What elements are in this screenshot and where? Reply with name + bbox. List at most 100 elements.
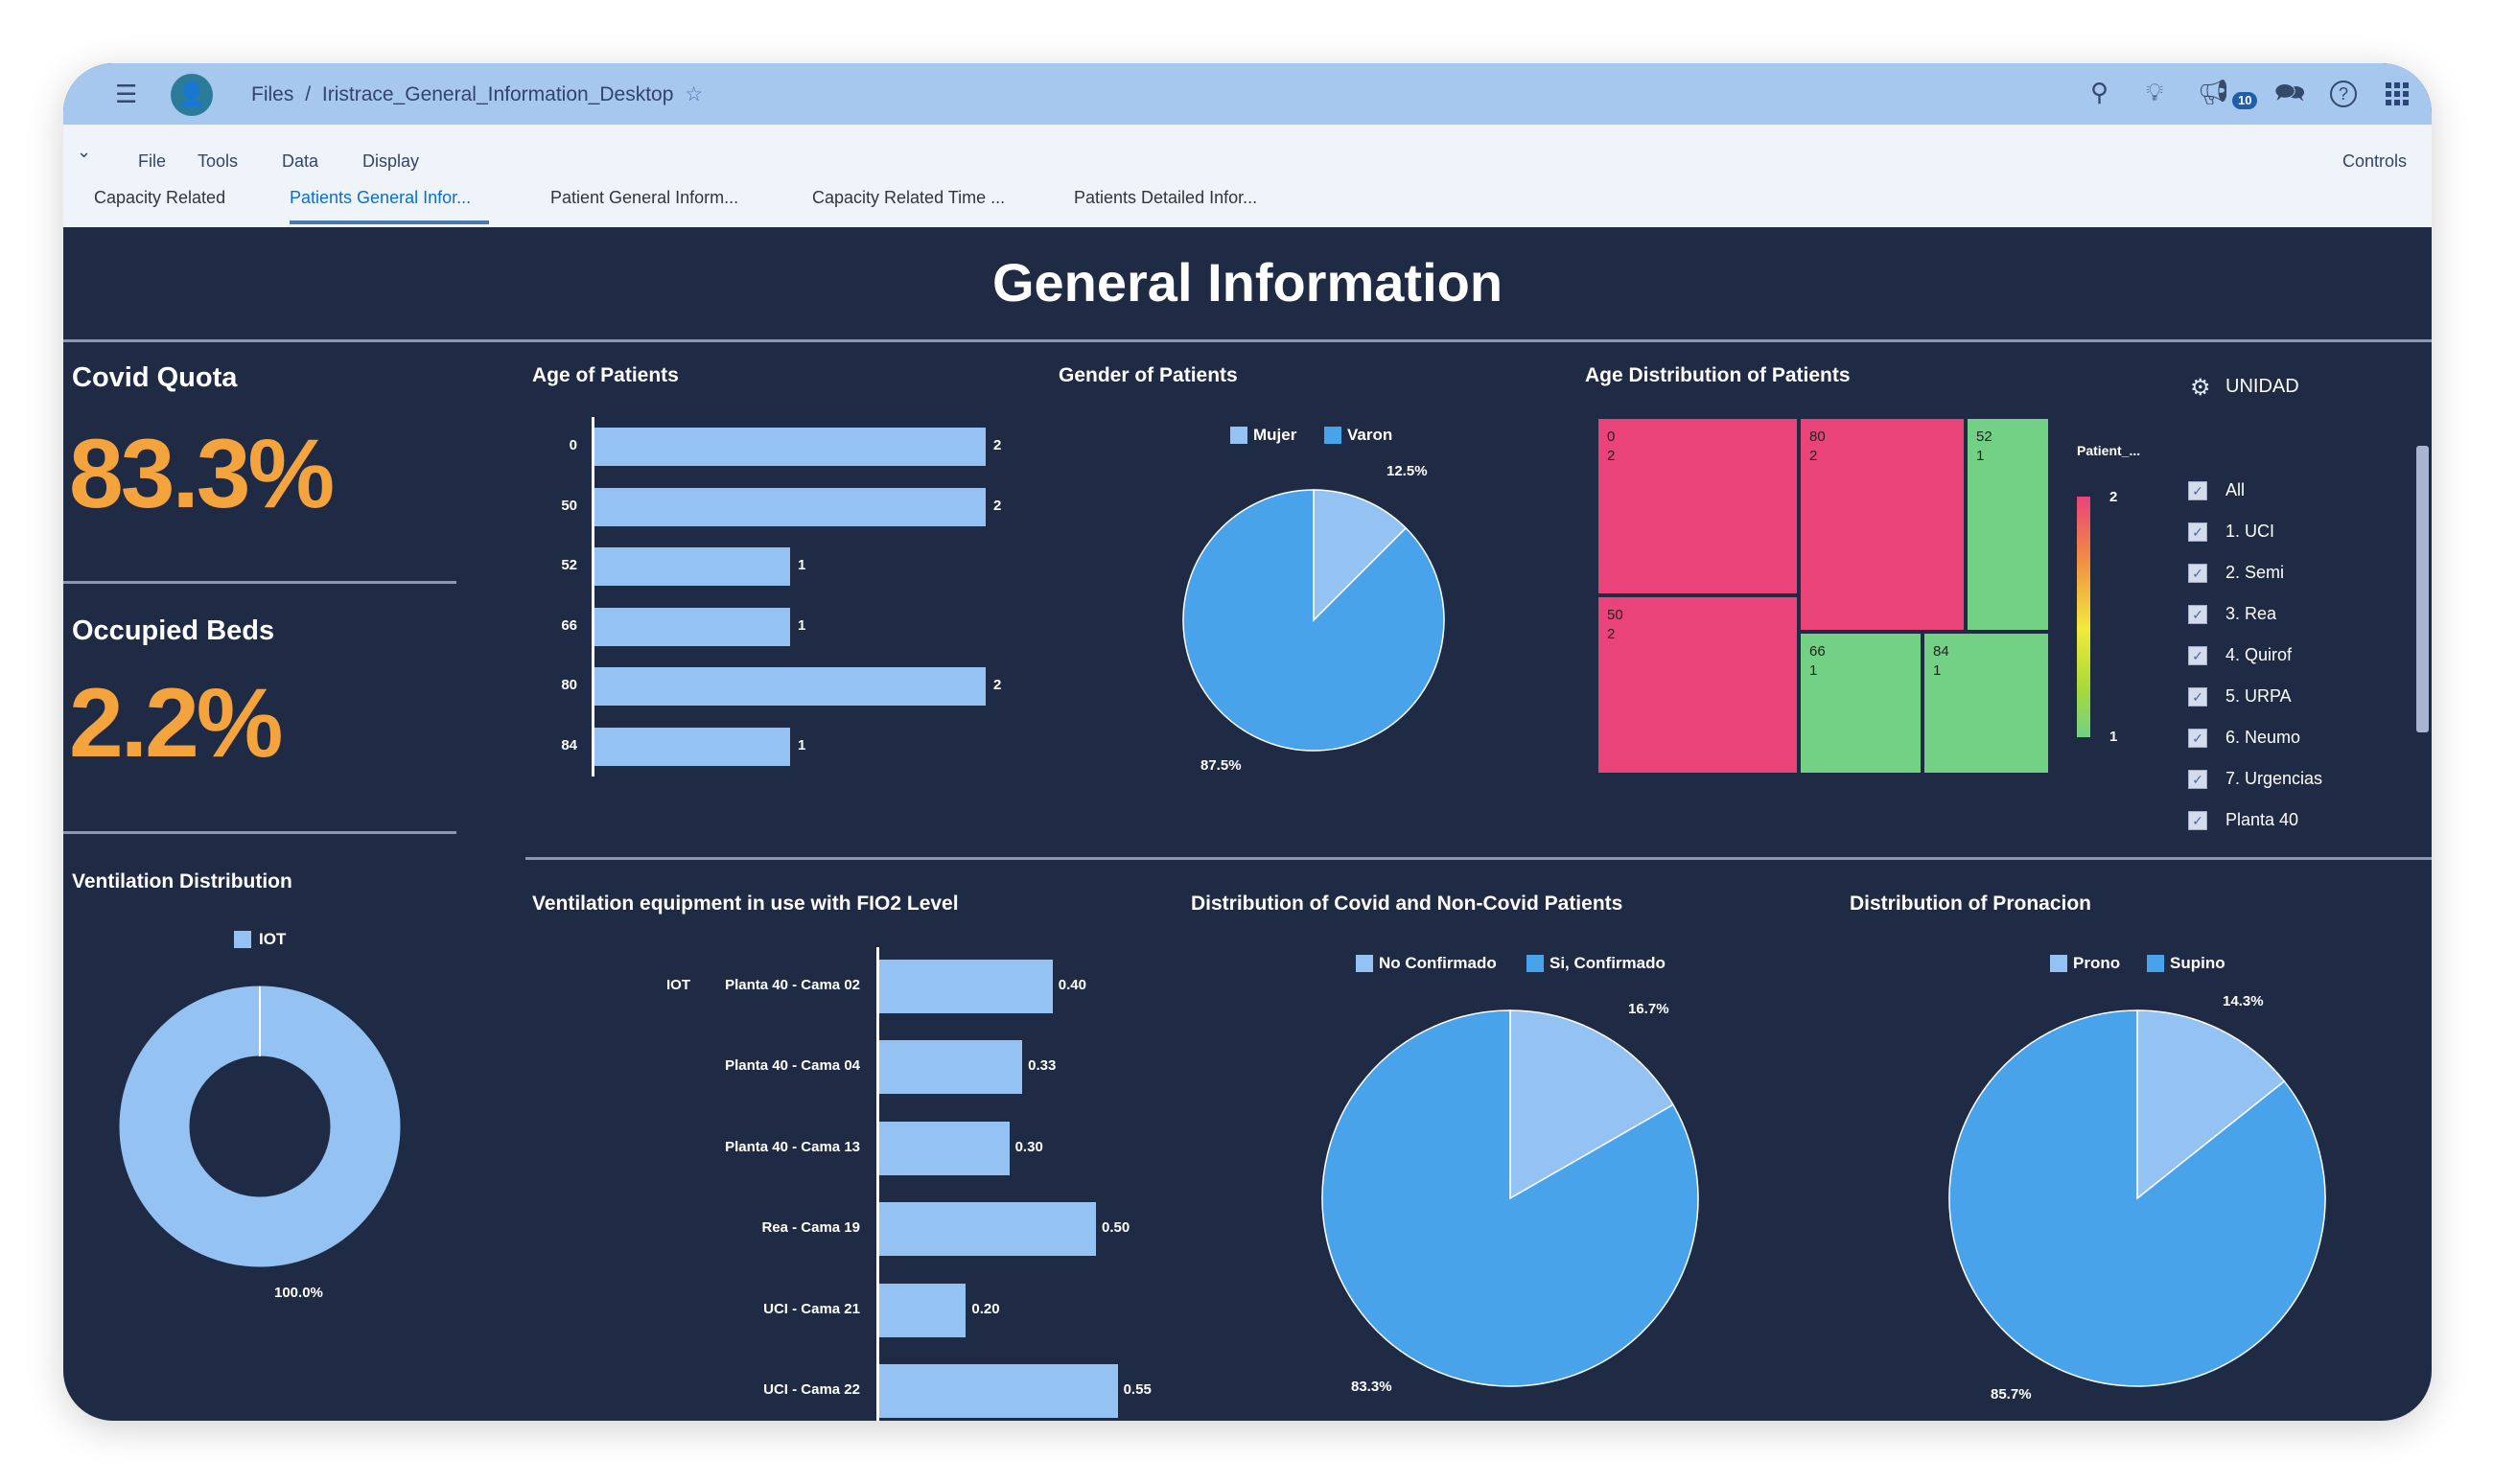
filter-item-label: All [2225,480,2246,499]
cell-value: 2 [1607,448,1616,464]
treemap-cell[interactable]: 66 1 [1799,632,1922,775]
filter-checkbox[interactable]: ✓ [2188,605,2207,624]
bar [594,667,986,707]
app-grid-icon[interactable] [2386,82,2409,105]
filter-checkbox[interactable]: ✓ [2188,481,2207,500]
treemap-cell[interactable]: 50 2 [1596,595,1799,775]
tab-patient-general-inform[interactable]: Patient General Inform... [550,188,739,207]
cell-value: 1 [1809,662,1818,679]
shell-bar: ☰ 👤 Files / Iristrace_General_Informatio… [63,63,2432,125]
legend-swatch [2050,955,2067,972]
cell-category: 84 [1933,643,1949,660]
pie-slice[interactable] [2136,1009,2286,1200]
bar [594,487,986,526]
file-name: Iristrace_General_Information_Desktop [321,83,674,105]
hamburger-menu-icon[interactable]: ☰ [115,80,138,108]
legend-swatch [234,931,251,948]
cell-value: 1 [1976,448,1985,464]
bar-value-label: 2 [993,497,1002,514]
color-scale-bar [2077,497,2090,737]
filter-item-label: 1. UCI [2225,522,2275,541]
occupied-beds-value: 2.2% [69,668,283,777]
legend-label: Mujer [1253,426,1297,444]
bar [879,1283,967,1337]
filter-icon: ⚙ [2190,375,2211,401]
breadcrumb-files-link[interactable]: Files [251,83,294,105]
menu-tools[interactable]: Tools [198,151,239,171]
bar [594,547,790,587]
pie-slice[interactable] [1182,489,1445,752]
chart-title: Gender of Patients [1059,364,1238,386]
chart-title: Age of Patients [532,364,679,386]
scrollbar[interactable] [2416,446,2429,732]
treemap-cell[interactable]: 84 1 [1922,632,2050,775]
filter-item-label: Planta 40 [2225,810,2299,829]
y-tick-label: Planta 40 - Cama 04 [725,1057,860,1075]
menu-data[interactable]: Data [282,151,319,171]
cell-category: 50 [1607,607,1623,623]
help-icon[interactable]: ? [2330,81,2357,107]
menu-file[interactable]: File [138,151,167,171]
y-tick-label: 0 [569,437,577,453]
menu-display[interactable]: Display [362,151,420,171]
chat-icon[interactable]: 🗪 [2274,78,2306,106]
tab-capacity-related-time[interactable]: Capacity Related Time ... [812,188,1006,207]
bar-value-label: 0.40 [1058,977,1086,993]
cell-value: 2 [1809,448,1818,464]
bar-value-label: 0.30 [1014,1138,1043,1155]
filter-item-label: 7. Urgencias [2225,769,2323,788]
pie-slice[interactable] [1321,1009,1699,1387]
y-tick-label: 84 [561,737,577,754]
pie-chart [1948,1009,2326,1387]
pie-slice[interactable] [1313,489,1408,622]
pie-slice[interactable] [1509,1009,1674,1200]
covid-quota-value: 83.3% [69,419,335,528]
search-icon[interactable]: ⚲ [2090,78,2109,106]
bar-value-label: 0.50 [1102,1219,1130,1237]
filter-checkbox[interactable]: ✓ [2188,811,2207,830]
megaphone-icon[interactable]: 📢︎ [2198,80,2226,104]
cell-category: 52 [1976,429,1992,445]
y-tick-label: 52 [561,557,577,574]
filter-checkbox[interactable]: ✓ [2188,770,2207,789]
filter-item-label: 2. Semi [2225,563,2285,582]
legend-swatch [1526,955,1544,972]
bar [879,960,1053,1013]
filter-item-label: 4. Quirof [2225,645,2293,664]
notification-badge: 10 [2232,92,2258,109]
lightbulb-icon[interactable]: 💡︎ [2146,78,2164,106]
y-tick-label: 50 [561,497,577,514]
menu-bar: ⌄ File Tools Data Display Controls [63,125,2432,227]
bar [879,1364,1118,1418]
divider [63,581,456,584]
tab-patients-detailed-info[interactable]: Patients Detailed Infor... [1074,188,1258,207]
pie-slice[interactable] [1948,1009,2326,1387]
controls-button[interactable]: Controls [2342,151,2407,171]
treemap-cell[interactable]: 80 2 [1799,417,1966,632]
bar [879,1121,1010,1175]
y-tick-label: UCI - Cama 21 [763,1300,860,1317]
tab-patients-general-info[interactable]: Patients General Infor... [290,188,472,207]
filter-item-label: 6. Neumo [2225,728,2301,747]
covid-quota-label: Covid Quota [72,362,238,393]
collapse-chevron-icon[interactable]: ⌄ [77,142,92,161]
legend-swatch [1356,955,1373,972]
treemap-cell[interactable]: 52 1 [1966,417,2050,632]
y-tick-label: Planta 40 - Cama 13 [725,1138,860,1155]
filter-checkbox[interactable]: ✓ [2188,522,2207,542]
tab-capacity-related[interactable]: Capacity Related [94,188,226,207]
bar-value-label: 0.20 [971,1300,1000,1317]
data-label: 87.5% [1200,757,1242,774]
filter-item-label: 3. Rea [2225,604,2277,623]
divider [63,831,456,834]
filter-checkbox[interactable]: ✓ [2188,729,2207,748]
avatar[interactable]: 👤 [171,74,213,116]
chart-title: Ventilation equipment in use with FIO2 L… [532,893,959,915]
cell-category: 66 [1809,643,1826,660]
favorite-star-icon[interactable]: ☆ [685,83,704,105]
filter-checkbox[interactable]: ✓ [2188,564,2207,583]
filter-checkbox[interactable]: ✓ [2188,646,2207,665]
filter-checkbox[interactable]: ✓ [2188,687,2207,707]
bar-value-label: 1 [798,557,806,574]
